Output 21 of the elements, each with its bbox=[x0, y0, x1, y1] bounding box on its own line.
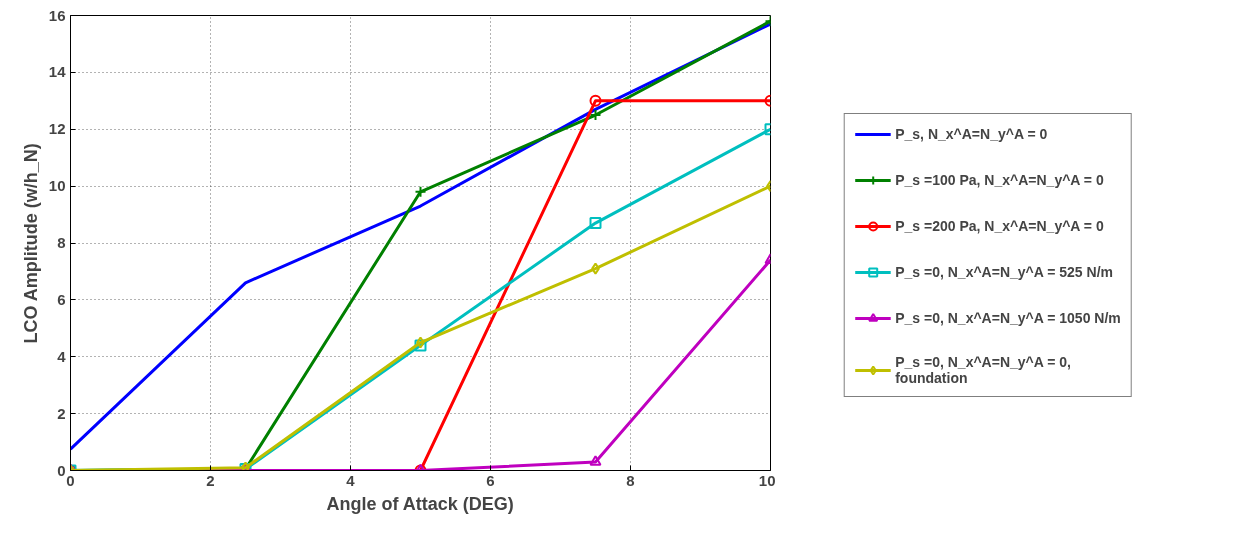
legend-label: P_s =100 Pa, N_x^A=N_y^A = 0 bbox=[895, 170, 1104, 189]
legend-label: P_s =0, N_x^A=N_y^A = 525 N/m bbox=[895, 262, 1114, 281]
x-axis-title: Angle of Attack (DEG) bbox=[326, 493, 514, 514]
y-tick-label: 16 bbox=[48, 6, 66, 24]
x-tick-label: 2 bbox=[206, 471, 215, 489]
legend-label: P_s, N_x^A=N_y^A = 0 bbox=[895, 124, 1048, 143]
x-tick-label: 4 bbox=[346, 471, 356, 489]
legend-label: P_s =200 Pa, N_x^A=N_y^A = 0 bbox=[895, 216, 1104, 235]
legend-label: P_s =0, N_x^A=N_y^A = 0, foundation bbox=[895, 353, 1071, 386]
y-tick-label: 2 bbox=[57, 404, 66, 422]
y-axis-title: LCO Amplitude (w/h_N) bbox=[20, 143, 41, 344]
x-tick-label: 10 bbox=[758, 471, 776, 489]
x-tick-label: 8 bbox=[626, 471, 635, 489]
x-tick-label: 6 bbox=[486, 471, 495, 489]
y-tick-label: 8 bbox=[57, 234, 66, 251]
y-tick-label: 12 bbox=[48, 120, 66, 138]
y-tick-label: 6 bbox=[57, 290, 66, 308]
y-tick-label: 14 bbox=[48, 63, 67, 81]
y-tick-label: 4 bbox=[57, 347, 67, 365]
legend-label: P_s =0, N_x^A=N_y^A = 1050 N/m bbox=[895, 308, 1121, 327]
y-tick-label: 10 bbox=[48, 177, 66, 195]
